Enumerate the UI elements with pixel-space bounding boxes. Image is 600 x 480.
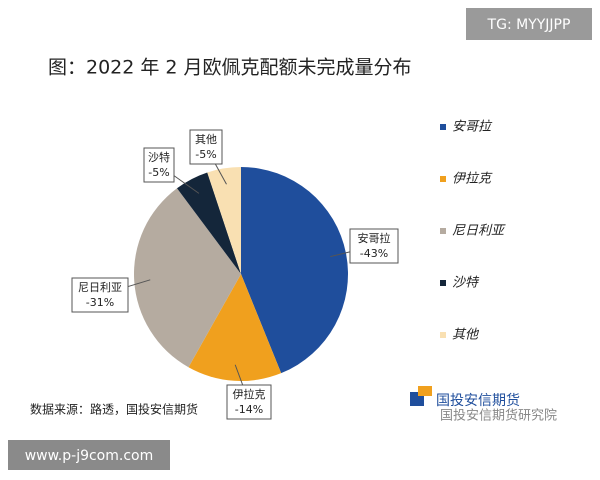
label-value: -14% bbox=[235, 403, 263, 416]
legend-label: 伊拉克 bbox=[452, 171, 493, 187]
chart-title: 图：2022 年 2 月欧佩克配额未完成量分布 bbox=[48, 57, 412, 79]
logo-mark bbox=[418, 386, 432, 396]
label-name: 尼日利亚 bbox=[78, 281, 122, 294]
label-value: -31% bbox=[86, 296, 114, 309]
label-name: 伊拉克 bbox=[233, 387, 266, 401]
logo-text: 国投安信期货 bbox=[436, 392, 520, 409]
legend-swatch bbox=[440, 228, 446, 234]
label-box bbox=[349, 228, 399, 264]
legend-swatch bbox=[440, 176, 446, 182]
watermark: 国投安信期货研究院 bbox=[440, 408, 557, 424]
watermark-bg bbox=[8, 440, 170, 470]
label-name: 安哥拉 bbox=[358, 231, 391, 245]
label-box bbox=[143, 147, 175, 183]
pie-slice bbox=[133, 188, 241, 368]
pie-slice bbox=[177, 172, 241, 274]
legend-label: 尼日利亚 bbox=[452, 224, 506, 239]
label-value: -5% bbox=[148, 166, 169, 179]
legend-swatch bbox=[440, 280, 446, 286]
label-name: 沙特 bbox=[148, 150, 170, 164]
legend-label: 其他 bbox=[452, 328, 480, 343]
legend-label: 沙特 bbox=[452, 276, 480, 291]
watermark-bg bbox=[466, 8, 592, 40]
label-box bbox=[226, 384, 272, 420]
watermark: www.p-j9com.com bbox=[25, 448, 154, 464]
label-value: -43% bbox=[360, 247, 388, 260]
pie-slice bbox=[241, 167, 348, 374]
label-name: 其他 bbox=[195, 133, 217, 146]
label-value: -5% bbox=[195, 148, 216, 161]
legend-label: 安哥拉 bbox=[452, 119, 493, 135]
label-box bbox=[189, 129, 223, 165]
pie-slice bbox=[207, 167, 241, 274]
label-box bbox=[71, 277, 129, 313]
source: 数据来源：路透，国投安信期货 bbox=[30, 402, 198, 417]
pie-slice bbox=[188, 274, 282, 381]
legend-swatch bbox=[440, 332, 446, 338]
watermark: TG: MYYJJPP bbox=[487, 17, 571, 33]
legend-swatch bbox=[440, 124, 446, 130]
